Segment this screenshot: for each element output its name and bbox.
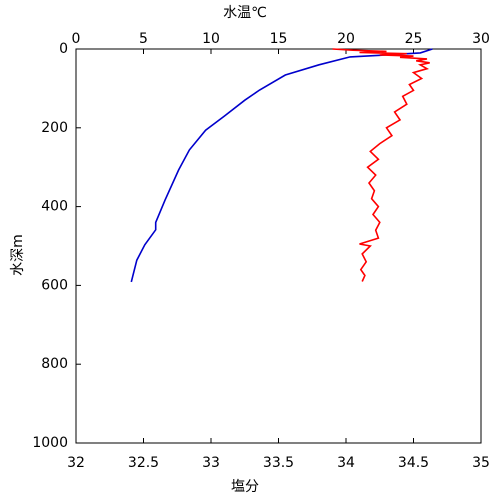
- x2-tick-label: 5: [139, 31, 148, 47]
- plot-frame: [75, 48, 482, 444]
- x2-tick-label: 15: [270, 31, 288, 47]
- x-tick-label: 33: [202, 455, 220, 471]
- x-tick-label: 33.5: [263, 455, 294, 471]
- top-axis-title: 水温℃: [223, 5, 267, 21]
- y-tick-label: 600: [41, 277, 68, 293]
- bottom-axis-title: 塩分: [231, 479, 259, 495]
- profile-line: [130, 48, 433, 283]
- y-tick-label: 200: [41, 120, 68, 136]
- y-tick-label: 0: [59, 41, 68, 57]
- y-tick-label: 400: [41, 199, 68, 215]
- x-tick-label: 35: [472, 455, 490, 471]
- x-tick-label: 34: [337, 455, 355, 471]
- x2-tick-label: 30: [472, 31, 490, 47]
- x-tick-label: 32: [67, 455, 85, 471]
- x2-tick-label: 25: [405, 31, 423, 47]
- x2-tick-label: 20: [337, 31, 355, 47]
- x2-tick-label: 0: [72, 31, 81, 47]
- x-tick-label: 34.5: [398, 455, 429, 471]
- profile-line: [332, 48, 430, 282]
- x-tick-label: 32.5: [128, 455, 159, 471]
- y-axis-title: 水深m: [10, 234, 26, 276]
- y-tick-label: 800: [41, 356, 68, 372]
- y-tick-label: 1000: [32, 435, 68, 451]
- x2-tick-label: 10: [202, 31, 220, 47]
